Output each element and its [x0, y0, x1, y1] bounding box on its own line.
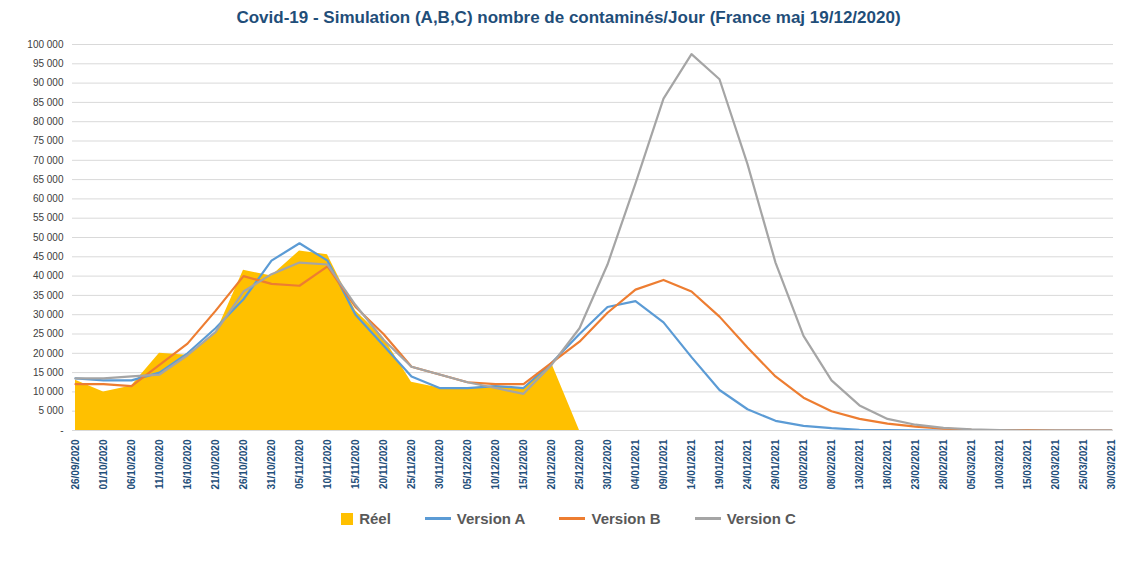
- svg-text:100 000: 100 000: [27, 39, 64, 50]
- html-text:Version C: Version C: [726, 510, 796, 527]
- svg-text:30 000: 30 000: [33, 309, 64, 320]
- svg-text:20/12/2020: 20/12/2020: [546, 439, 557, 489]
- svg-text:13/02/2021: 13/02/2021: [854, 439, 865, 489]
- html-text:Réel: Réel: [359, 510, 391, 527]
- svg-text:23/02/2021: 23/02/2021: [910, 439, 921, 489]
- svg-text:35 000: 35 000: [33, 290, 64, 301]
- svg-text:65 000: 65 000: [33, 174, 64, 185]
- svg-text:30/11/2020: 30/11/2020: [434, 439, 445, 489]
- svg-text:08/02/2021: 08/02/2021: [826, 439, 837, 489]
- svg-text:60 000: 60 000: [33, 193, 64, 204]
- svg-text:19/01/2021: 19/01/2021: [714, 439, 725, 489]
- svg-text:29/01/2021: 29/01/2021: [770, 439, 781, 489]
- svg-text:15 000: 15 000: [33, 367, 64, 378]
- svg-text:20/11/2020: 20/11/2020: [378, 439, 389, 489]
- svg-text:55 000: 55 000: [33, 212, 64, 223]
- svg-text:75 000: 75 000: [33, 135, 64, 146]
- svg-text:15/12/2020: 15/12/2020: [518, 439, 529, 489]
- svg-text:24/01/2021: 24/01/2021: [742, 439, 753, 489]
- svg-text:20 000: 20 000: [33, 348, 64, 359]
- svg-text:-: -: [60, 425, 63, 436]
- svg-text:05/11/2020: 05/11/2020: [294, 439, 305, 489]
- svg-text:05/12/2020: 05/12/2020: [462, 439, 473, 489]
- svg-text:15/03/2021: 15/03/2021: [1022, 439, 1033, 489]
- svg-text:10/03/2021: 10/03/2021: [994, 439, 1005, 489]
- svg-text:70 000: 70 000: [33, 155, 64, 166]
- svg-text:25/12/2020: 25/12/2020: [574, 439, 585, 489]
- svg-text:5 000: 5 000: [38, 405, 63, 416]
- svg-text:31/10/2020: 31/10/2020: [266, 439, 277, 489]
- svg-text:45 000: 45 000: [33, 251, 64, 262]
- svg-text:05/03/2021: 05/03/2021: [966, 439, 977, 489]
- svg-text:06/10/2020: 06/10/2020: [126, 439, 137, 489]
- svg-text:85 000: 85 000: [33, 97, 64, 108]
- svg-text:26/10/2020: 26/10/2020: [238, 439, 249, 489]
- svg-text:03/02/2021: 03/02/2021: [798, 439, 809, 489]
- svg-text:11/10/2020: 11/10/2020: [154, 439, 165, 489]
- svg-text:28/02/2021: 28/02/2021: [938, 439, 949, 489]
- svg-text:10/11/2020: 10/11/2020: [322, 439, 333, 489]
- html-text:Covid-19 - Simulation (A,B,C): Covid-19 - Simulation (A,B,C) nombre de …: [236, 8, 901, 27]
- svg-text:30/12/2020: 30/12/2020: [602, 439, 613, 489]
- svg-text:30/03/2021: 30/03/2021: [1106, 439, 1117, 489]
- svg-text:20/03/2021: 20/03/2021: [1050, 439, 1061, 489]
- svg-text:01/10/2020: 01/10/2020: [98, 439, 109, 489]
- html-text:Version A: Version A: [456, 510, 526, 527]
- svg-text:25/03/2021: 25/03/2021: [1078, 439, 1089, 489]
- svg-text:95 000: 95 000: [33, 58, 64, 69]
- svg-text:40 000: 40 000: [33, 270, 64, 281]
- svg-text:15/11/2020: 15/11/2020: [350, 439, 361, 489]
- svg-text:50 000: 50 000: [33, 232, 64, 243]
- svg-text:25 000: 25 000: [33, 328, 64, 339]
- svg-text:18/02/2021: 18/02/2021: [882, 439, 893, 489]
- svg-text:21/10/2020: 21/10/2020: [210, 439, 221, 489]
- html-text:Version B: Version B: [591, 510, 661, 527]
- svg-text:14/01/2021: 14/01/2021: [686, 439, 697, 489]
- svg-text:10 000: 10 000: [33, 386, 64, 397]
- svg-text:26/09/2020: 26/09/2020: [70, 439, 81, 489]
- svg-text:80 000: 80 000: [33, 116, 64, 127]
- svg-text:90 000: 90 000: [33, 77, 64, 88]
- svg-text:04/01/2021: 04/01/2021: [630, 439, 641, 489]
- svg-text:16/10/2020: 16/10/2020: [182, 439, 193, 489]
- svg-text:25/11/2020: 25/11/2020: [406, 439, 417, 489]
- svg-text:10/12/2020: 10/12/2020: [490, 439, 501, 489]
- svg-text:09/01/2021: 09/01/2021: [658, 439, 669, 489]
